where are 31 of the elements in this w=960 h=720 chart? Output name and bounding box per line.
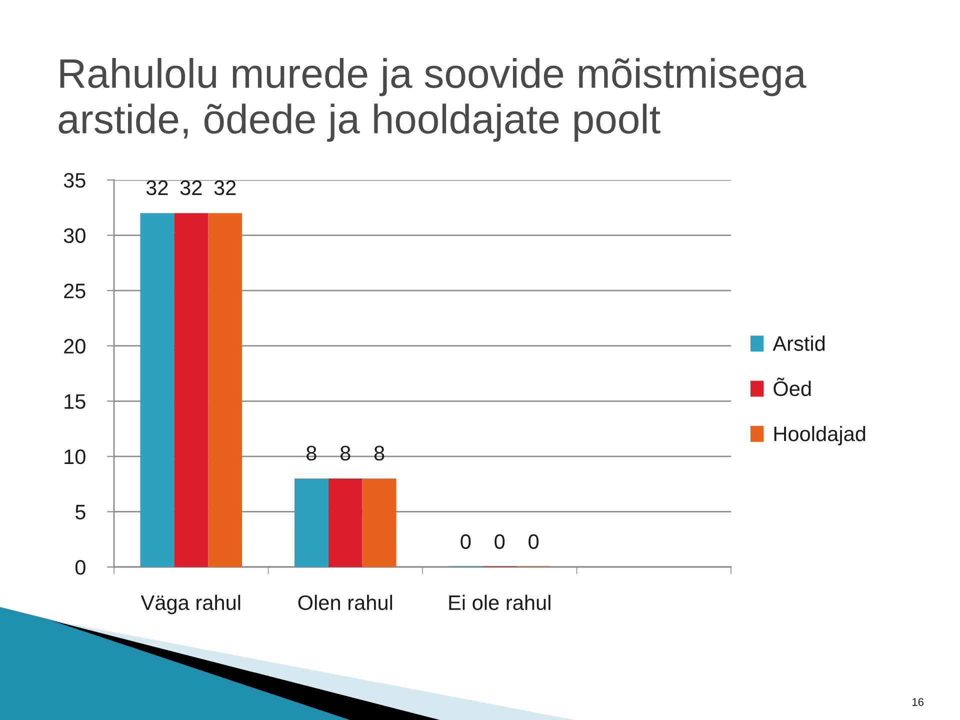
data-label: 0: [494, 534, 505, 549]
x-tick-label: Olen rahul: [298, 594, 392, 610]
bar: [140, 213, 174, 567]
data-label: 32: [146, 180, 168, 196]
text: 16: [912, 698, 924, 706]
y-tick-label: 10: [64, 449, 86, 464]
legend-label: Arstid: [772, 336, 825, 351]
legend-label: Õed: [774, 378, 811, 396]
bar: [174, 213, 208, 567]
x-tick-label: Ei ole rahul: [449, 594, 550, 610]
y-tick-label: 35: [64, 173, 86, 188]
x-tick-label: Väga rahul: [140, 594, 240, 614]
bar: [328, 478, 362, 567]
y-tick-label: 25: [64, 284, 86, 298]
y-tick-label: 15: [64, 394, 86, 409]
data-label: 32: [214, 180, 236, 196]
bar: [362, 478, 396, 567]
data-label: 8: [306, 446, 316, 461]
bar: [294, 478, 328, 567]
bar: [208, 213, 242, 567]
data-label: 8: [374, 446, 384, 461]
chart-title: Rahulolu murede ja soovide mõistmisega arstide, õdede ja hooldajate poolt: [58, 58, 806, 142]
data-label: 0: [528, 534, 539, 549]
y-tick-label: 5: [75, 504, 86, 520]
legend-label: Hooldajad: [774, 426, 866, 446]
data-label: 8: [340, 446, 350, 461]
y-tick-label: 20: [64, 338, 86, 354]
data-label: 0: [460, 534, 471, 549]
y-tick-label: 30: [64, 228, 86, 244]
y-tick-label: 0: [75, 560, 86, 575]
data-label: 32: [180, 180, 202, 196]
